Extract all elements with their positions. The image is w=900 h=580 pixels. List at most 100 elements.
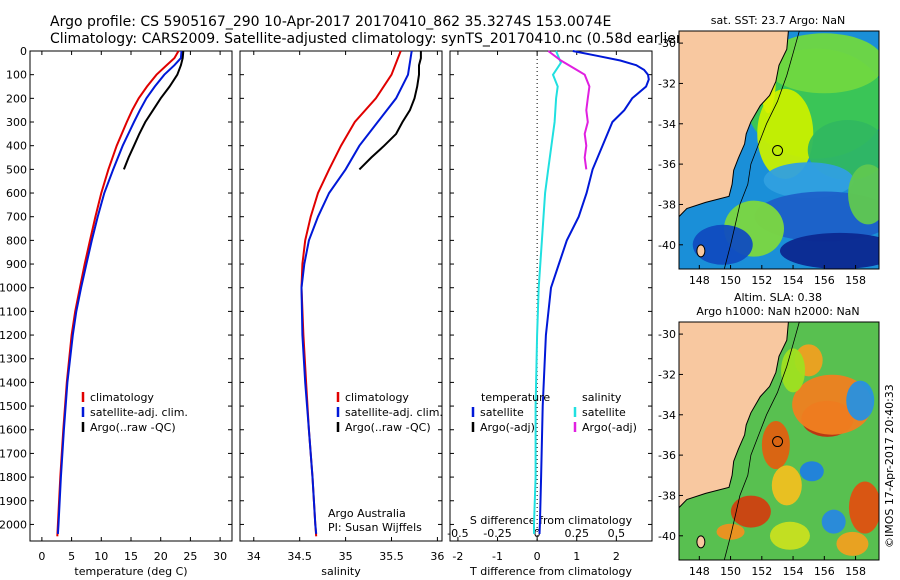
lon-tick-label: 150 (720, 565, 741, 578)
x-tick-label: 0 (38, 550, 45, 563)
x-tick-label: 10 (94, 550, 108, 563)
map-body (679, 322, 879, 560)
x-tick-label: 34 (247, 550, 261, 563)
field-patch (779, 232, 879, 269)
field-patch (781, 348, 806, 393)
lat-tick-label: -40 (658, 530, 676, 543)
lon-tick-label: 148 (689, 565, 710, 578)
x-tick-label: 15 (124, 550, 138, 563)
field-patch (692, 224, 753, 265)
field-patch (754, 191, 879, 242)
sal-satellite-line (300, 50, 413, 534)
x-tick-label: 25 (183, 550, 197, 563)
lon-tick-label: 156 (814, 274, 835, 287)
field-patch (761, 421, 790, 470)
y-tick-label: 900 (6, 258, 27, 271)
credit-pi: PI: Susan Wijffels (328, 521, 422, 534)
x-axis-label: salinity (321, 565, 361, 578)
y-tick-label: 0 (20, 45, 27, 58)
argo-position-marker (772, 436, 784, 448)
map-frame (678, 321, 880, 561)
lon-tick-label: 158 (845, 565, 866, 578)
lon-tick-label: 154 (783, 274, 804, 287)
x-tick-label: 35 (339, 550, 353, 563)
x2-tick-label: -0.25 (483, 527, 511, 540)
credit-program: Argo Australia (328, 507, 406, 520)
argo-position-marker (772, 145, 784, 157)
climatology-title: Climatology: CARS2009. Satellite-adjuste… (50, 31, 688, 47)
y-tick-label: 1100 (0, 305, 27, 318)
y-tick-label: 300 (6, 116, 27, 129)
field-patch (769, 521, 810, 550)
y-tick-label: 1800 (0, 471, 27, 484)
y-tick-label: 1200 (0, 329, 27, 342)
y-tick-label: 1600 (0, 424, 27, 437)
difference-panel: -2 -1 0 1 2 T difference from climatology -0.5… (447, 50, 653, 578)
x-tick-label: 30 (213, 550, 227, 563)
map-frame (678, 30, 880, 270)
land-mass (679, 31, 789, 218)
temp-legend-argo-label: Argo(..raw -QC) (90, 421, 176, 434)
x2-axis-label: S difference from climatology (470, 514, 633, 527)
sal-legend-climatology-label: climatology (345, 391, 409, 404)
y-tick-label: 1700 (0, 447, 27, 460)
tdiff-legend-argo-label: Argo(-adj) (480, 421, 535, 434)
lat-tick-label: -32 (658, 368, 676, 381)
lon-tick-label: 150 (720, 274, 741, 287)
field-patch (763, 162, 854, 199)
lat-tick-label: -36 (658, 449, 676, 462)
x2-tick-label: -0.5 (447, 527, 468, 540)
x-tick-label: 2 (613, 550, 620, 563)
tdiff-legend-satellite-label: satellite (480, 406, 524, 419)
lon-tick-label: 148 (689, 274, 710, 287)
y-tick-label: 1900 (0, 495, 27, 508)
lat-tick-label: -32 (658, 77, 676, 90)
salinity-panel: 34 34.5 35 35.5 36 salinity climatology satelli… (239, 50, 444, 578)
lon-tick-label: 156 (814, 565, 835, 578)
field-patch (848, 164, 879, 225)
lon-tick-label: 154 (783, 565, 804, 578)
x-tick-label: 5 (68, 550, 75, 563)
lat-tick-label: -38 (658, 489, 676, 502)
temperature-panel: 0100200300400500600700800900100011001200… (0, 45, 233, 578)
y-tick-label: 500 (6, 163, 27, 176)
x-axis-label: T difference from climatology (469, 565, 632, 578)
field-patch (799, 461, 824, 482)
sal-legend-satellite-label: satellite-adj. clim. (345, 406, 443, 419)
y-tick-label: 200 (6, 92, 27, 105)
y-tick-label: 1500 (0, 400, 27, 413)
lat-tick-label: -40 (658, 239, 676, 252)
sst-map: sat. SST: 23.7 Argo: NaN 148 150 152 154 156 1… (658, 14, 880, 287)
y-tick-label: 1000 (0, 282, 27, 295)
y-tick-label: 400 (6, 140, 27, 153)
plot-frame (239, 50, 443, 542)
x2-tick-label: 0.5 (608, 527, 626, 540)
x-tick-label: 36 (430, 550, 444, 563)
x-tick-label: 20 (154, 550, 168, 563)
sla-map-title: Altim. SLA: 0.38 (734, 291, 822, 304)
lat-tick-label: -34 (658, 118, 676, 131)
lat-tick-label: -30 (658, 328, 676, 341)
x-tick-label: 0 (534, 550, 541, 563)
field-patch (848, 481, 879, 534)
imos-credit: ©IMOS 17-Apr-2017 20:40:33 (883, 384, 896, 548)
field-patch (716, 523, 745, 540)
y-tick-label: 1300 (0, 353, 27, 366)
sdiff-legend-satellite-label: satellite (582, 406, 626, 419)
lon-tick-label: 158 (845, 274, 866, 287)
x2-tick-label: 0.25 (564, 527, 589, 540)
y-tick-label: 800 (6, 234, 27, 247)
lon-tick-label: 152 (751, 274, 772, 287)
y-tick-label: 1400 (0, 376, 27, 389)
depth-contour (723, 31, 800, 269)
x-tick-label: -1 (492, 550, 503, 563)
field-patch (846, 380, 875, 421)
temp-argo-line (122, 50, 185, 170)
y-tick-label: 700 (6, 211, 27, 224)
field-patch (821, 509, 846, 534)
island (696, 535, 706, 549)
x-tick-label: 34.5 (287, 550, 312, 563)
sdiff-legend-argo-label: Argo(-adj) (582, 421, 637, 434)
legend-heading-salinity: salinity (582, 391, 622, 404)
legend-heading-temperature: temperature (481, 391, 550, 404)
